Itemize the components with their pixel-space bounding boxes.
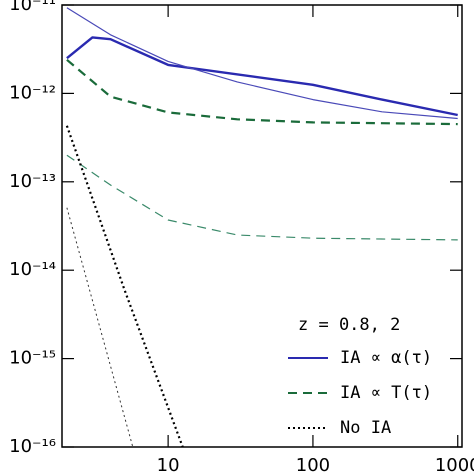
legend-title: z = 0.8, 2 (298, 315, 400, 335)
series-line (66, 36, 458, 117)
series-line (65, 125, 184, 448)
series-line (66, 7, 458, 120)
y-tick-label: 10⁻¹⁵ (9, 348, 56, 369)
legend-label: No IA (340, 418, 391, 438)
x-tick-label: 10 (157, 455, 180, 474)
legend-label: IA ∝ α(τ) (340, 348, 432, 368)
legend-label: IA ∝ T(τ) (340, 383, 432, 403)
x-tick-label: 100 (296, 455, 330, 474)
plot-frame (61, 4, 463, 448)
x-tick-label: 1000 (435, 455, 474, 474)
series-line (66, 207, 134, 448)
y-tick-label: 10⁻¹⁶ (9, 436, 56, 457)
y-tick-label: 10⁻¹⁴ (9, 259, 56, 280)
y-tick-label: 10⁻¹² (9, 82, 56, 103)
series-line (66, 154, 458, 241)
y-tick-label: 10⁻¹¹ (9, 0, 56, 15)
y-tick-label: 10⁻¹³ (9, 171, 56, 192)
series-line (66, 58, 458, 126)
